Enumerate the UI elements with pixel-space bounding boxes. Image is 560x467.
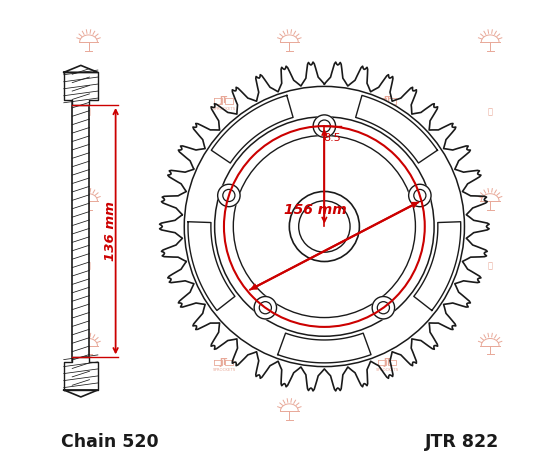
Circle shape [298,201,350,252]
Circle shape [184,86,464,367]
Text: 8.5: 8.5 [324,133,342,143]
Polygon shape [64,357,98,390]
Circle shape [409,184,431,207]
Polygon shape [278,333,371,363]
Text: SPROCKETS: SPROCKETS [376,238,399,242]
Text: SPROCKETS: SPROCKETS [376,368,399,373]
Polygon shape [188,222,235,311]
Text: Chain 520: Chain 520 [60,432,158,451]
Circle shape [318,120,330,132]
Polygon shape [356,95,437,163]
Polygon shape [64,65,98,72]
Text: JT: JT [220,358,228,367]
Text: 156 mm: 156 mm [284,203,347,217]
Circle shape [218,184,240,207]
Circle shape [313,115,335,137]
Text: JT: JT [383,358,391,367]
Circle shape [290,191,360,262]
Text: 136 mm: 136 mm [104,201,116,261]
Text: 光: 光 [488,262,493,271]
Bar [72,72,90,390]
Text: SPROCKETS: SPROCKETS [212,238,236,242]
Text: JT: JT [383,227,391,236]
Text: 光: 光 [86,262,91,271]
Polygon shape [414,222,461,311]
Circle shape [223,190,235,202]
Text: SPROCKETS: SPROCKETS [212,368,236,373]
Text: JT: JT [383,97,391,106]
Circle shape [372,297,395,319]
Polygon shape [64,72,98,105]
Text: 光: 光 [287,248,292,257]
Text: 光: 光 [86,107,91,117]
Text: JTR 822: JTR 822 [425,432,500,451]
Polygon shape [211,95,293,163]
Circle shape [259,302,272,314]
Circle shape [377,302,389,314]
Text: SPROCKETS: SPROCKETS [376,107,399,111]
Circle shape [214,117,434,336]
Circle shape [414,190,426,202]
Text: 光: 光 [488,107,493,117]
Text: JT: JT [220,97,228,106]
Text: JT: JT [220,227,228,236]
Circle shape [254,297,277,319]
Polygon shape [64,390,98,397]
Text: SPROCKETS: SPROCKETS [212,107,236,111]
